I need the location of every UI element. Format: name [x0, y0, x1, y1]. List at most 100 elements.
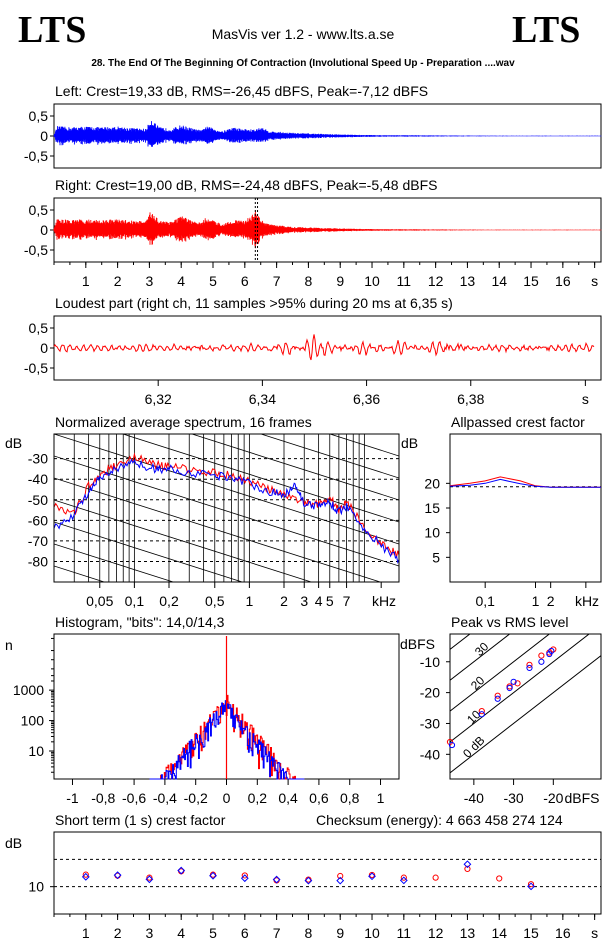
crest-diagonal-label: 0 dB — [460, 733, 487, 760]
right-channel-chart: Right: Crest=19,00 dB, RMS=-24,48 dBFS, … — [24, 177, 602, 289]
x-tick-label: 8 — [305, 925, 313, 941]
x-tick-label: 3 — [300, 593, 308, 609]
x-tick-label: 10 — [364, 925, 380, 941]
x-tick-label: -0,2 — [184, 790, 208, 806]
spectrum-diagonal — [54, 236, 399, 346]
crest-point-blue — [240, 874, 249, 883]
y-tick-label: 15 — [424, 500, 440, 516]
y-tick-label: -40 — [420, 746, 440, 762]
y-tick-label: 0 — [40, 128, 48, 144]
x-tick-label: 1 — [82, 273, 90, 289]
x-tick-label: -0,6 — [122, 790, 146, 806]
loudest-part-chart: Loudest part (right ch, 11 samples >95% … — [24, 295, 602, 407]
x-tick-label: 0,4 — [278, 790, 298, 806]
peak-rms-point — [446, 738, 454, 746]
y-tick-label: -20 — [420, 685, 440, 701]
y-tick-label: 0 — [40, 340, 48, 356]
histogram-series-red — [149, 694, 305, 780]
y-tick-label: -40 — [28, 471, 48, 487]
x-tick-label: 14 — [491, 273, 507, 289]
x-tick-label: 6,36 — [353, 391, 380, 407]
y-tick-label: -0,5 — [24, 148, 48, 164]
spectrum-diagonal — [54, 499, 313, 582]
allpass-series-blue — [449, 478, 601, 488]
crest-point-blue — [527, 882, 535, 891]
crest-point-blue — [463, 860, 472, 869]
crest-point-red — [82, 871, 89, 878]
x-tick-label: 2 — [114, 273, 122, 289]
x-tick-label: 6,34 — [249, 391, 276, 407]
crest-point-blue — [113, 871, 122, 880]
x-tick-label: 12 — [428, 273, 444, 289]
x-tick-label: 7 — [273, 925, 281, 941]
spectrum-diagonal — [54, 434, 399, 545]
x-tick-label: 5 — [209, 925, 217, 941]
spectrum-diagonal — [54, 302, 399, 412]
x-tick-label: s — [582, 391, 589, 407]
x-tick-label: s — [591, 925, 598, 941]
y-tick-label: -30 — [420, 715, 440, 731]
allpass-ylabel: dB — [401, 435, 418, 451]
y-tick-label: 1000 — [13, 682, 44, 698]
short-term-crest-frame — [53, 831, 602, 915]
crest-point-blue — [81, 872, 90, 881]
y-tick-label: -50 — [28, 492, 48, 508]
peak-rms-point — [538, 658, 545, 665]
y-tick-label: 0,5 — [29, 108, 49, 124]
x-tick-label: 5 — [326, 593, 334, 609]
x-tick-label: kHz — [372, 593, 396, 609]
short-term-crest-chart: Short term (1 s) crest factor Checksum (… — [5, 812, 602, 941]
short-term-crest-ylabel: dB — [5, 835, 22, 851]
x-tick-label: 0,8 — [340, 790, 360, 806]
logo-right: LTS — [512, 9, 581, 51]
crest-diagonal-line — [450, 654, 601, 774]
spectrum-ylabel: dB — [5, 435, 22, 451]
loudest-part-title: Loudest part (right ch, 11 samples >95% … — [55, 295, 453, 311]
x-tick-label: 6 — [241, 273, 249, 289]
crest-point-blue — [145, 875, 154, 884]
x-tick-label: 3 — [146, 273, 154, 289]
crest-point-blue — [399, 876, 408, 885]
x-tick-label: -1 — [66, 790, 79, 806]
allpass-crest-chart: Allpassed crest factor dB 20 15 10 5 0,1 1 2 kH… — [401, 414, 602, 609]
checksum-text: Checksum (energy): 4 663 458 274 124 — [316, 812, 563, 828]
x-tick-label: -0,4 — [153, 790, 177, 806]
x-tick-label: 0,05 — [86, 593, 113, 609]
spectrum-chart: Normalized average spectrum, 16 frames d… — [5, 236, 400, 609]
y-tick-label: 100 — [21, 713, 45, 729]
waveform-trace — [53, 121, 602, 147]
x-tick-label: 15 — [523, 273, 539, 289]
x-tick-label: 6 — [241, 925, 249, 941]
crest-diagonal-label: 20 — [468, 673, 488, 693]
x-tick-label: 10 — [364, 273, 380, 289]
x-tick-label: 2 — [280, 593, 288, 609]
peak-rms-point — [514, 680, 521, 687]
y-tick-label: -10 — [420, 654, 440, 670]
y-tick-label: 0,5 — [29, 202, 49, 218]
loudest-plot-frame — [53, 315, 602, 381]
waveform-trace — [53, 210, 602, 249]
peak-rms-point — [478, 708, 485, 715]
left-channel-chart: Left: Crest=19,33 dB, RMS=-26,45 dBFS, P… — [24, 83, 602, 169]
x-tick-label: 0,2 — [159, 593, 179, 609]
app-header: LTS LTS MasVis ver 1.2 - www.lts.a.se 28… — [0, 0, 606, 80]
peak-rms-point — [478, 711, 485, 718]
crest-point-red — [337, 872, 344, 880]
crest-point-blue — [209, 871, 217, 880]
app-title: MasVis ver 1.2 - www.lts.a.se — [211, 26, 395, 42]
x-tick-label: -20 — [543, 790, 563, 806]
peak-rms-point — [448, 741, 456, 749]
peak-rms-frame — [449, 633, 602, 780]
histogram-chart: Histogram, "bits": 14,0/14,3 n 100010010… — [5, 614, 400, 806]
spectrum-diagonal — [54, 258, 399, 368]
crest-point-red — [241, 872, 248, 879]
y-tick-label: 0 — [40, 222, 48, 238]
right-channel-title: Right: Crest=19,00 dB, RMS=-24,48 dBFS, … — [55, 177, 437, 193]
allpass-frame — [449, 433, 602, 583]
spectrum-diagonal — [54, 543, 175, 582]
peak-rms-point — [494, 695, 501, 702]
spectrum-frame — [53, 433, 400, 583]
x-tick-label: 5 — [209, 273, 217, 289]
x-tick-label: 13 — [460, 925, 476, 941]
